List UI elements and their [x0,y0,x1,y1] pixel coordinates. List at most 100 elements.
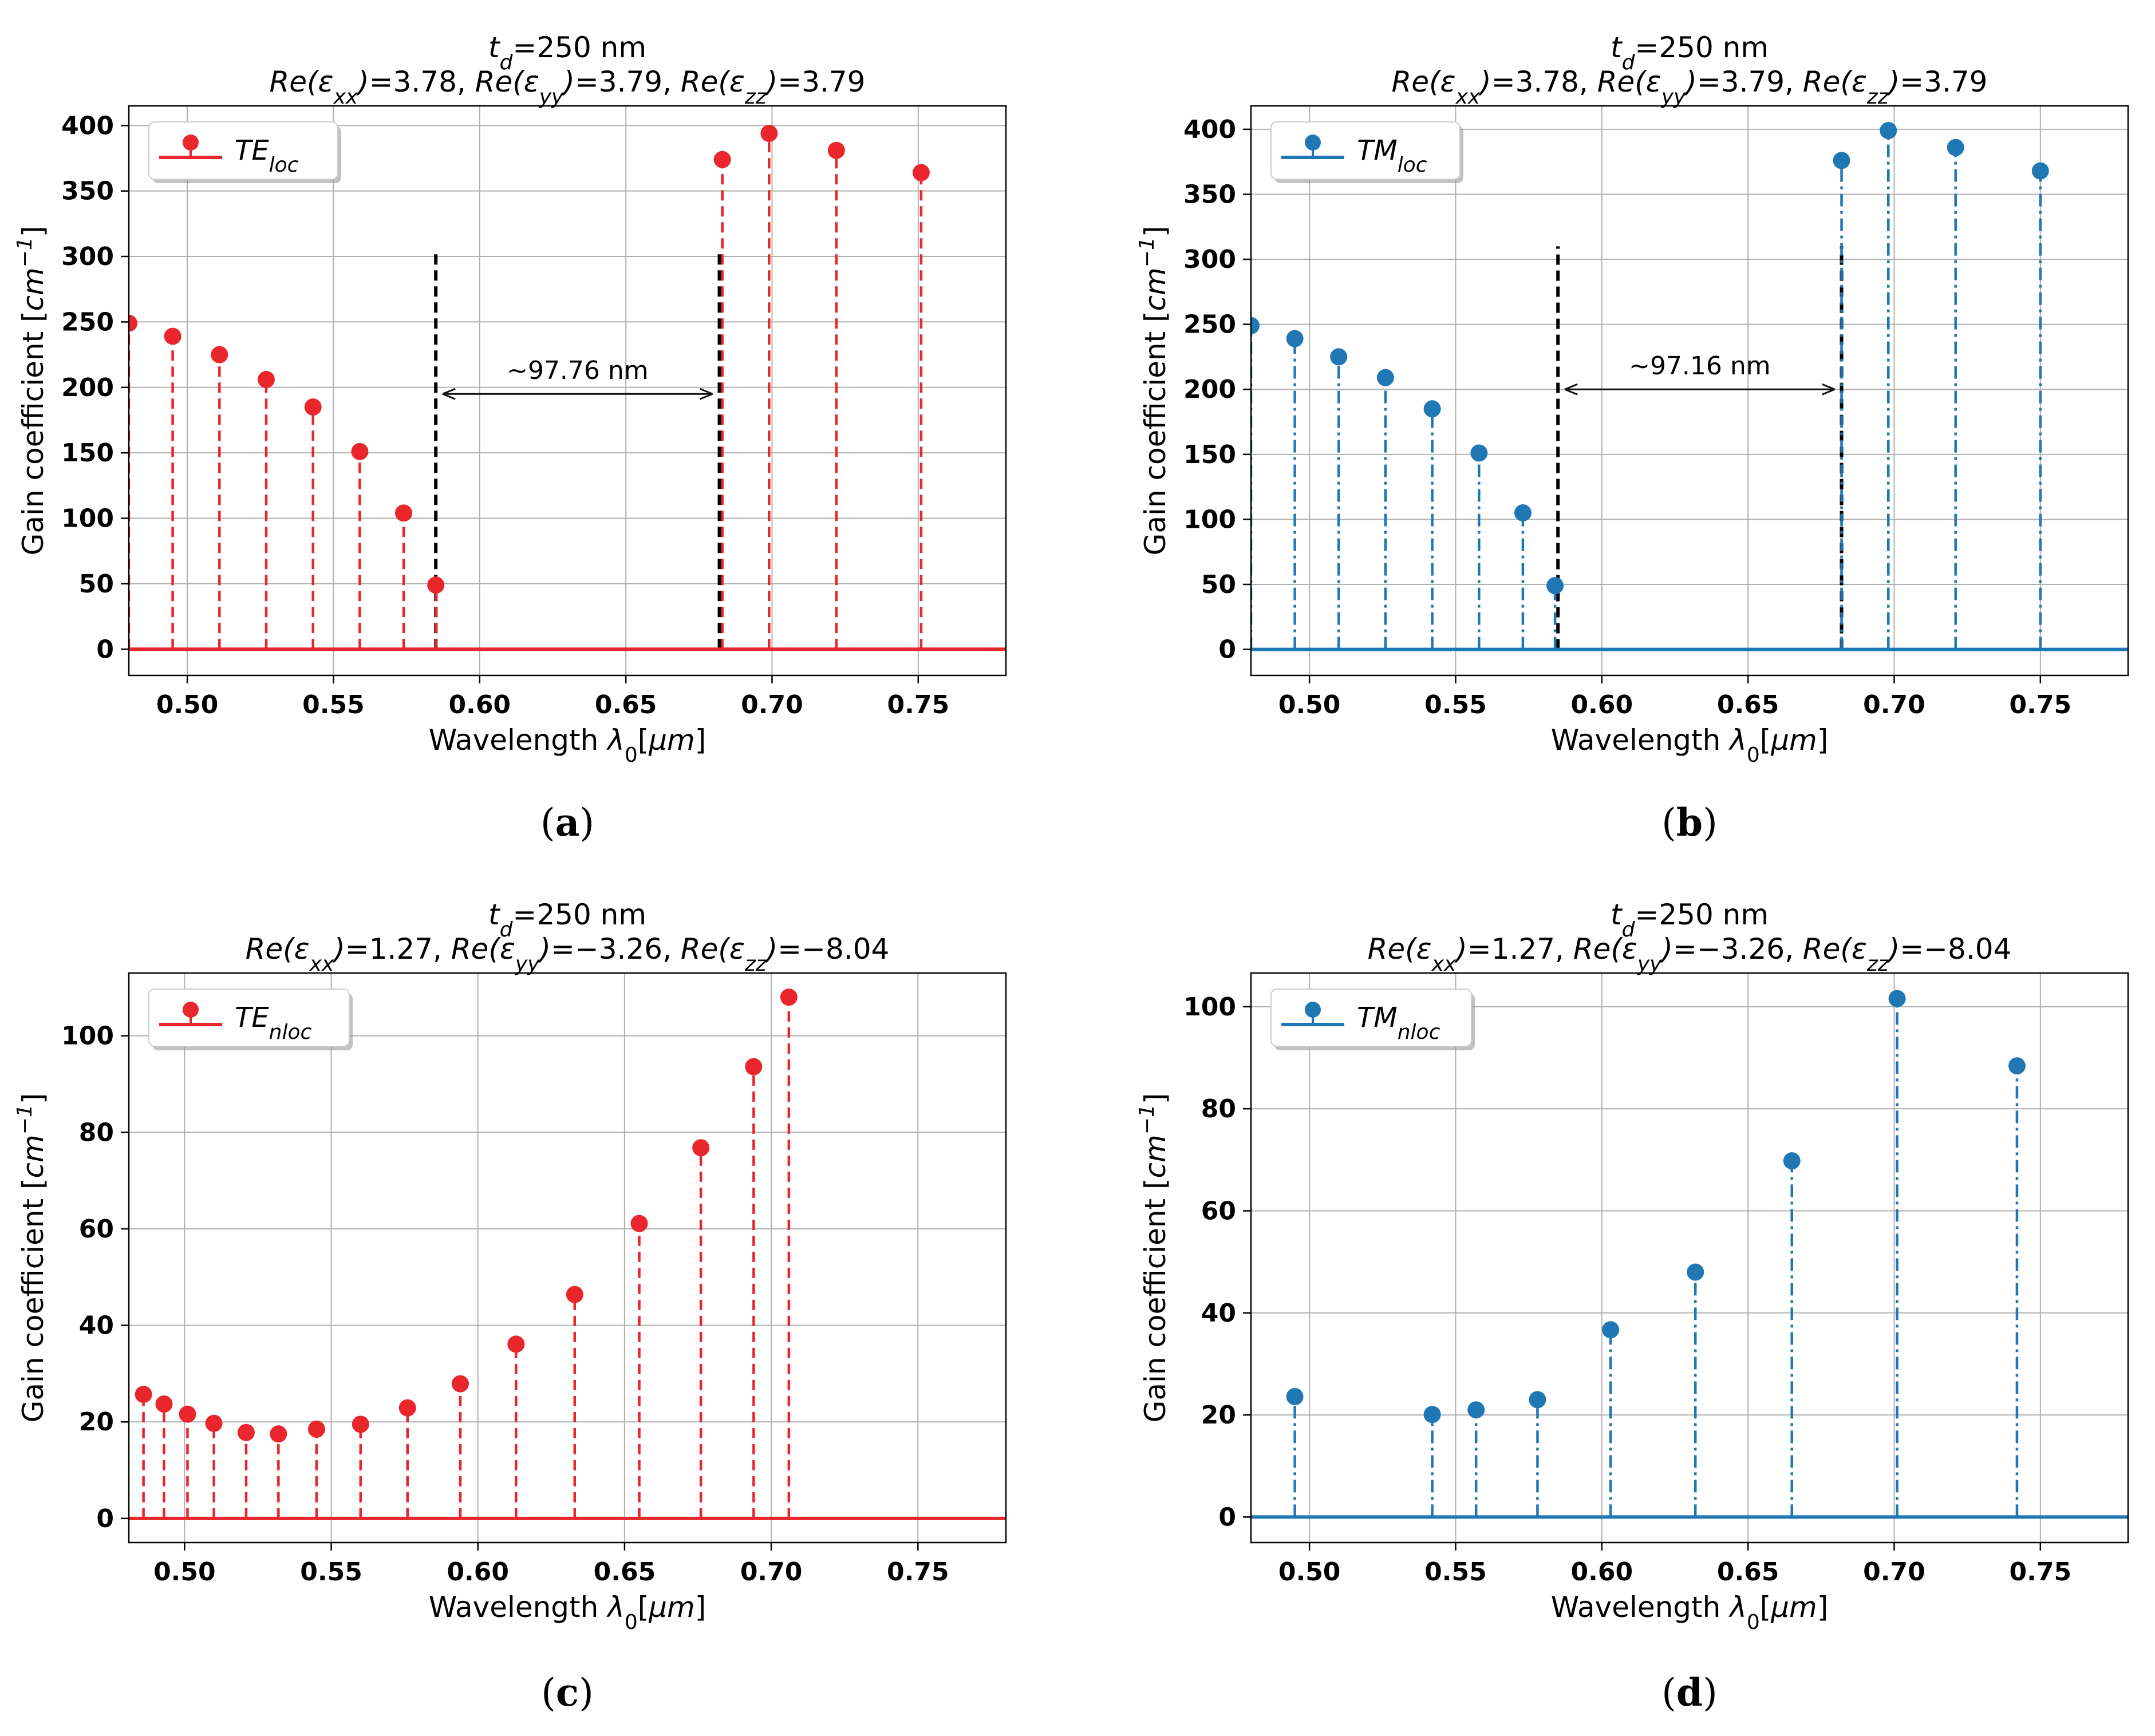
data-point [1470,444,1488,462]
axes-frame [1250,105,2129,677]
panel-caption: (b) [1661,800,1718,845]
axes-frame [1250,972,2129,1544]
legend-swatch-marker [183,135,199,151]
x-tick-label: 0.65 [595,690,657,719]
y-tick-label: 80 [79,1118,114,1147]
annotation-label: ~97.16 nm [1629,351,1771,381]
y-tick-label: 40 [79,1311,114,1340]
data-point [1376,369,1394,386]
y-tick-label: 200 [1183,375,1236,404]
y-tick-label: 0 [96,635,114,664]
data-point [307,1420,325,1438]
legend-box [1270,988,1472,1047]
y-tick-label: 60 [1201,1196,1236,1225]
data-point [129,314,137,332]
y-tick-label: 0 [96,1504,114,1533]
y-tick-label: 400 [61,111,114,140]
data-point [1880,122,1897,140]
x-tick-label: 0.65 [1717,1557,1779,1587]
x-tick-label: 0.60 [1571,690,1633,719]
legend-swatch-marker [1305,135,1321,151]
y-tick-label: 60 [79,1215,114,1244]
data-point [713,151,731,168]
chart-title-line1: td=250 nm [488,898,646,942]
y-tick-label: 40 [1201,1299,1236,1328]
x-tick-label: 0.50 [1278,1557,1341,1587]
data-point [351,442,369,460]
y-axis-label: Gain coefficient [cm−1] [13,226,50,556]
y-tick-label: 50 [1201,570,1236,599]
y-tick-label: 200 [61,373,114,402]
data-point [507,1335,525,1353]
data-point [1467,1401,1485,1419]
y-tick-label: 100 [61,504,114,533]
chart-title-line2: Re(εxx)=1.27, Re(εyy)=−3.26, Re(εzz)=−8.… [1368,932,2012,976]
x-axis-label: Wavelength λ0[μm] [1551,723,1829,767]
legend-swatch-marker [183,1002,199,1018]
legend: TMnloc [1270,988,1475,1050]
data-point [745,1058,763,1075]
data-point [179,1405,196,1423]
data-point [1687,1263,1704,1281]
y-axis-label: Gain coefficient [cm−1] [1135,226,1173,556]
data-point [270,1425,287,1443]
data-point [135,1386,152,1403]
axes-frame [128,105,1007,677]
data-point [566,1286,583,1303]
data-point [211,346,228,363]
data-point [427,576,445,594]
chart-panel-b: ~97.16 nm 0.50 0.55 0.60 0.65 0.70 0.75 0 50 100 1… [1135,31,2129,767]
x-tick-label: 0.65 [594,1557,656,1587]
data-point [1423,1406,1441,1423]
chart-panel-d: 0.50 0.55 0.60 0.65 0.70 0.75 0 20 40 60 80 100 td=2… [1135,898,2129,1634]
x-tick-label: 0.50 [1278,690,1341,719]
annotation-label: ~97.76 nm [507,356,649,385]
plot-area [129,125,1006,651]
data-point [1602,1321,1620,1339]
x-tick-label: 0.75 [2010,690,2072,719]
x-tick-label: 0.70 [1863,1557,1925,1587]
y-tick-label: 150 [61,438,114,468]
y-tick-label: 20 [1201,1401,1236,1430]
annotation-arrowhead-left [1564,383,1578,396]
plot-area [1251,122,2128,651]
y-tick-label: 300 [61,242,114,271]
chart-title-line1: td=250 nm [1611,31,1769,74]
data-point [398,1399,416,1417]
x-tick-label: 0.60 [447,1557,509,1587]
y-tick-label: 80 [1201,1094,1236,1124]
chart-panel-c: 0.50 0.55 0.60 0.65 0.70 0.75 0 20 40 60 80 100 td=2… [13,898,1007,1634]
y-tick-label: 300 [1183,245,1236,274]
y-tick-label: 250 [1183,310,1236,339]
plot-area [129,988,1006,1520]
data-point [1286,330,1304,347]
data-point [1330,348,1348,366]
data-point [760,125,778,143]
data-point [780,988,798,1006]
data-point [827,141,845,159]
data-point [630,1215,648,1232]
data-point [692,1139,710,1157]
x-tick-label: 0.75 [887,1557,949,1587]
x-tick-label: 0.70 [1863,690,1925,719]
legend: TEnloc [148,988,353,1050]
legend-label: TMnloc [1357,1002,1440,1044]
legend-label: TMloc [1357,135,1427,177]
x-tick-label: 0.65 [1717,690,1779,719]
data-point [1514,504,1532,522]
y-axis-label: Gain coefficient [cm−1] [13,1093,50,1423]
chart-title-line1: td=250 nm [488,31,646,74]
chart-title-line1: td=250 nm [1611,898,1769,942]
x-tick-label: 0.70 [740,1557,803,1587]
legend: TEloc [148,121,341,183]
data-point [205,1414,223,1432]
data-point [1286,1388,1304,1406]
y-tick-label: 350 [1183,180,1236,209]
data-point [352,1415,369,1433]
data-point [912,164,930,181]
data-point [155,1395,173,1413]
chart-title-line2: Re(εxx)=1.27, Re(εyy)=−3.26, Re(εzz)=−8.… [246,932,890,976]
data-point [1833,152,1850,169]
axes-frame [128,972,1007,1544]
data-point [304,398,322,416]
